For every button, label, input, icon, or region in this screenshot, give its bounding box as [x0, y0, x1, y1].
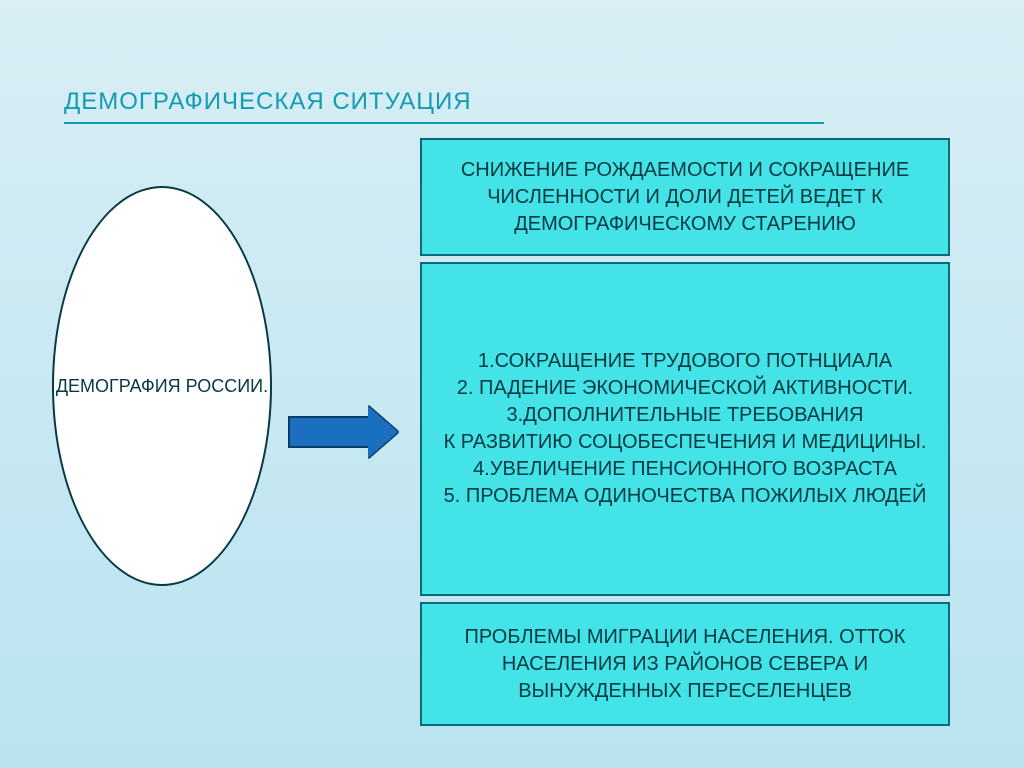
- arrow-head: [368, 406, 398, 458]
- arrow-right-icon: [288, 406, 398, 458]
- title-underline: [64, 122, 824, 124]
- arrow-body: [288, 416, 368, 448]
- box-middle: 1.СОКРАЩЕНИЕ ТРУДОВОГО ПОТНЦИАЛА 2. ПАДЕ…: [420, 262, 950, 596]
- slide-canvas: ДЕМОГРАФИЧЕСКАЯ СИТУАЦИЯ ЕГО СОЦИАЛЬНЫЕ …: [0, 0, 1024, 768]
- box-middle-text: 1.СОКРАЩЕНИЕ ТРУДОВОГО ПОТНЦИАЛА 2. ПАДЕ…: [444, 348, 927, 510]
- slide-title: ДЕМОГРАФИЧЕСКАЯ СИТУАЦИЯ: [64, 88, 472, 116]
- box-bottom-text: ПРОБЛЕМЫ МИГРАЦИИ НАСЕЛЕНИЯ. ОТТОК НАСЕЛ…: [430, 624, 940, 705]
- box-top: СНИЖЕНИЕ РОЖДАЕМОСТИ И СОКРАЩЕНИЕ ЧИСЛЕН…: [420, 138, 950, 256]
- ellipse-label: ДЕМОГРАФИЯ РОССИИ.: [56, 376, 268, 397]
- box-top-text: СНИЖЕНИЕ РОЖДАЕМОСТИ И СОКРАЩЕНИЕ ЧИСЛЕН…: [430, 157, 940, 238]
- box-bottom: ПРОБЛЕМЫ МИГРАЦИИ НАСЕЛЕНИЯ. ОТТОК НАСЕЛ…: [420, 602, 950, 726]
- ellipse-demography: ДЕМОГРАФИЯ РОССИИ.: [52, 186, 272, 586]
